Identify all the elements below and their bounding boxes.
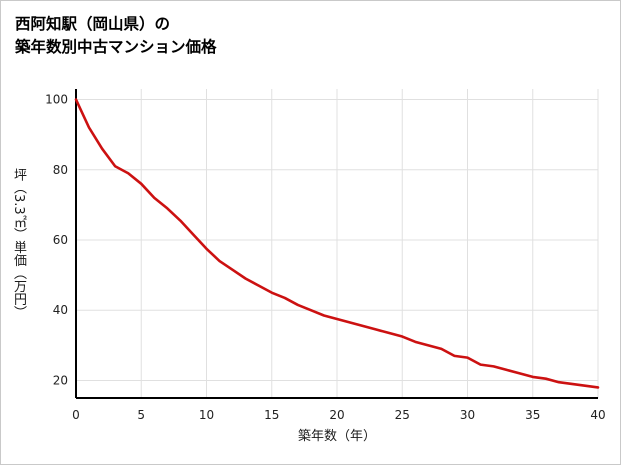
svg-text:40: 40	[53, 303, 68, 317]
chart-title-line2: 築年数別中古マンション価格	[15, 38, 217, 57]
svg-text:100: 100	[45, 93, 68, 107]
svg-text:5: 5	[137, 408, 145, 422]
svg-text:10: 10	[199, 408, 214, 422]
svg-text:20: 20	[329, 408, 344, 422]
svg-text:60: 60	[53, 233, 68, 247]
svg-text:0: 0	[72, 408, 80, 422]
svg-text:20: 20	[53, 373, 68, 387]
svg-text:15: 15	[264, 408, 279, 422]
svg-text:40: 40	[590, 408, 605, 422]
y-axis-label: 坪（3.3㎡）単価（万円）	[11, 168, 26, 319]
chart-title-line1: 西阿知駅（岡山県）の	[15, 15, 171, 33]
svg-text:80: 80	[53, 163, 68, 177]
chart-title: 西阿知駅（岡山県）の 築年数別中古マンション価格	[15, 13, 217, 60]
svg-text:25: 25	[395, 408, 410, 422]
svg-text:30: 30	[460, 408, 475, 422]
x-axis-label: 築年数（年）	[297, 429, 376, 444]
line-chart: 0 5 10 15 20 25 30 35 40 20 40 60 80 100	[45, 89, 606, 422]
svg-text:35: 35	[525, 408, 540, 422]
